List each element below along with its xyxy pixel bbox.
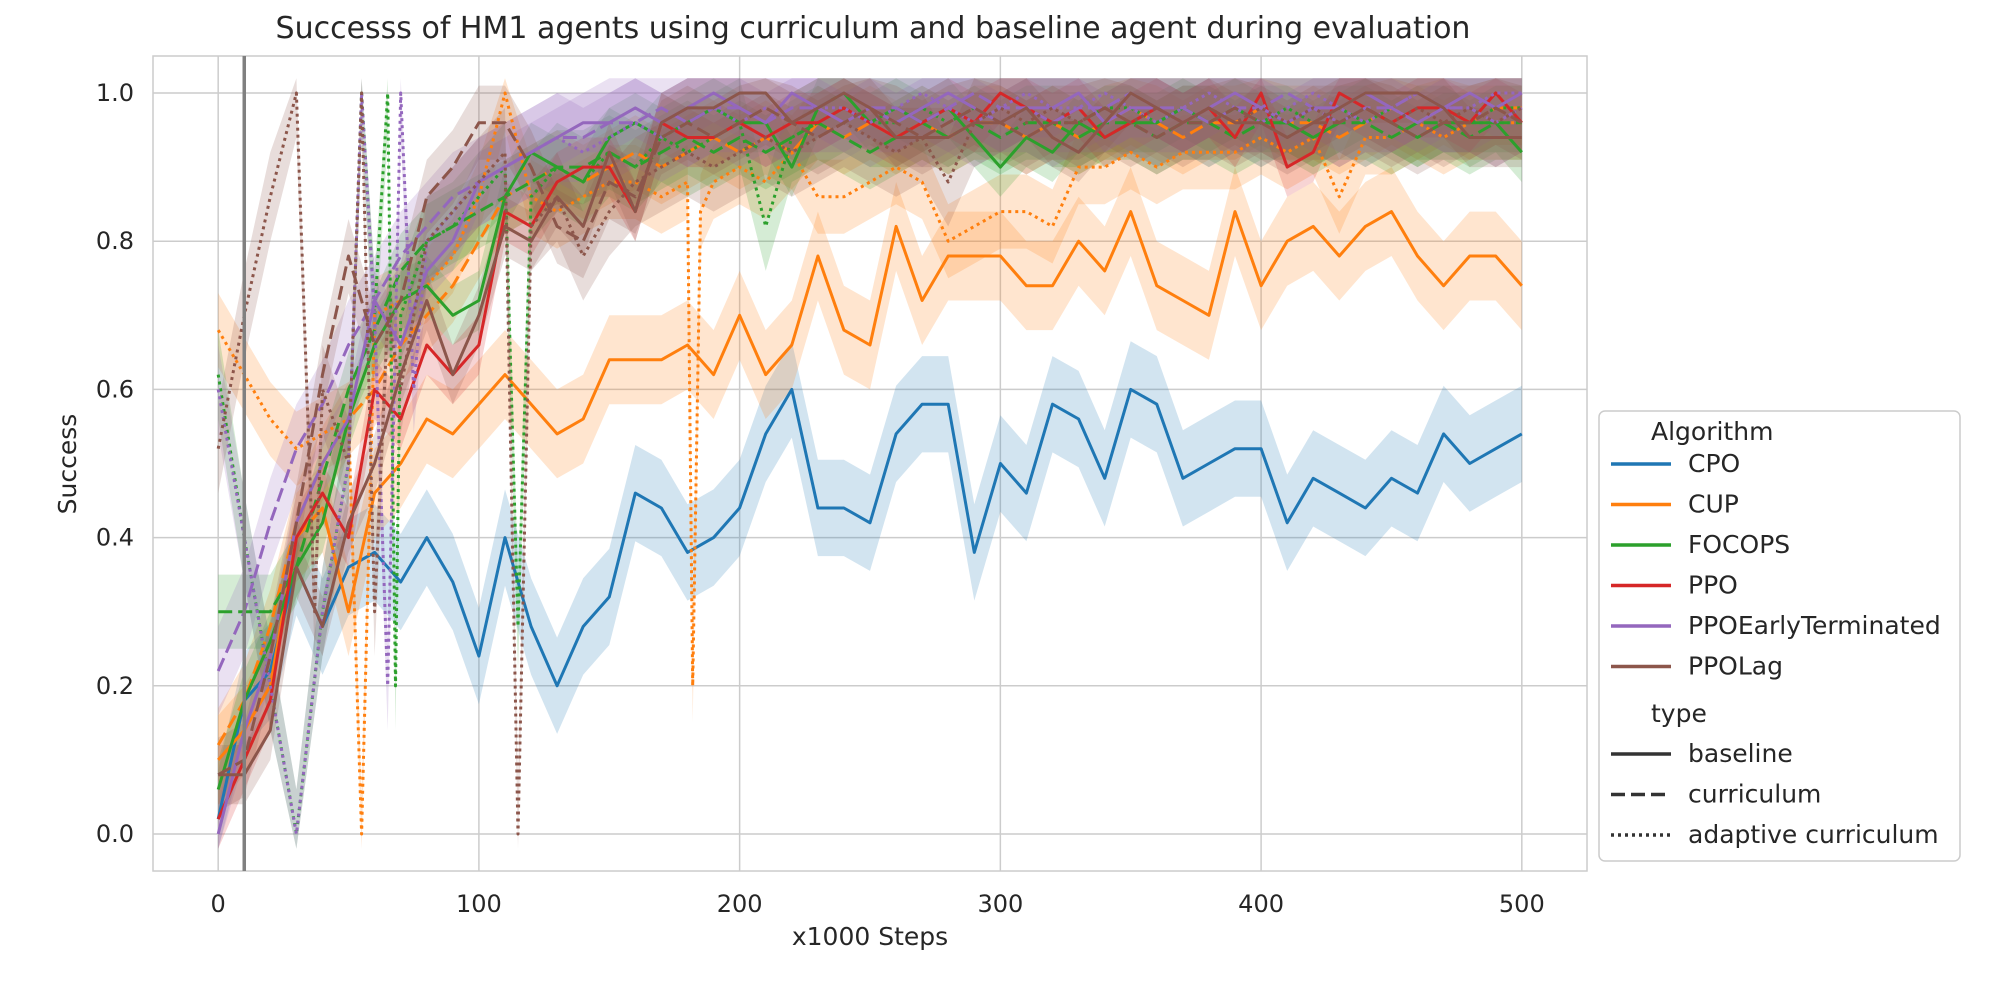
legend-label-cpo: CPO — [1688, 449, 1740, 478]
line-cup-curriculum — [216, 106, 1522, 746]
y-tick-label: 0.6 — [96, 375, 134, 403]
y-tick-label: 1.0 — [96, 79, 134, 107]
line-ppolag-adaptive-curriculum — [216, 91, 1523, 836]
band-cpo-baseline — [218, 341, 1522, 849]
series-lines — [216, 91, 1523, 836]
line-cup-baseline — [217, 210, 1523, 761]
y-tick-label: 0.2 — [96, 672, 134, 700]
line-ppoearlyterminated-adaptive-curriculum — [216, 91, 1522, 836]
y-tick-label: 0.8 — [96, 227, 134, 255]
legend-label-focops: FOCOPS — [1688, 530, 1790, 559]
x-tick-label: 0 — [211, 890, 226, 918]
x-tick-label: 500 — [1499, 890, 1545, 918]
y-axis-title: Success — [53, 414, 82, 515]
legend-algorithm-entries: CPO CUP FOCOPS PPO PPOEarlyTerminated PPOLag — [1611, 449, 1941, 681]
grid-lines — [153, 56, 1587, 871]
line-ppoearlyterminated-curriculum — [216, 91, 1523, 672]
x-tick-label: 100 — [456, 890, 502, 918]
band-ppolag-adaptive-curriculum — [218, 78, 1522, 849]
band-focops-curriculum — [218, 85, 1522, 649]
legend-box — [1598, 410, 1961, 862]
band-cup-adaptive-curriculum — [218, 78, 1522, 849]
y-tick-label: 0.0 — [96, 820, 134, 848]
legend-label-cup: CUP — [1688, 490, 1739, 519]
legend-style-title: type — [1651, 699, 1707, 728]
legend-label-ppo: PPO — [1688, 571, 1738, 600]
line-focops-curriculum — [218, 121, 1522, 614]
plot-area — [152, 55, 1588, 872]
x-tick-label: 300 — [977, 890, 1023, 918]
legend-label-adaptive-curriculum: adaptive curriculum — [1688, 820, 1939, 849]
legend: Algorithm CPO CUP FOCOPS PPO PPOEarlyTermina… — [1598, 410, 1961, 862]
y-tick-label: 0.4 — [96, 524, 134, 552]
band-ppoearlyterminated-curriculum — [218, 78, 1522, 716]
line-ppolag-curriculum — [217, 106, 1523, 777]
legend-label-ppolag: PPOLag — [1688, 652, 1783, 681]
legend-hue-title: Algorithm — [1651, 417, 1773, 446]
x-tick-labels: 0 100 200 300 400 500 — [211, 890, 1545, 918]
line-ppo-baseline — [216, 91, 1523, 820]
legend-label-ppoearlyterminated: PPOEarlyTerminated — [1688, 611, 1941, 640]
legend-label-curriculum: curriculum — [1688, 780, 1821, 809]
y-tick-labels: 0.0 0.2 0.4 0.6 0.8 1.0 — [96, 79, 134, 848]
legend-label-baseline: baseline — [1688, 739, 1793, 768]
band-ppolag-curriculum — [218, 78, 1522, 812]
line-cpo-baseline — [216, 387, 1523, 820]
chart-title: Successs of HM1 agents using curriculum … — [276, 11, 1471, 46]
x-tick-label: 400 — [1238, 890, 1284, 918]
legend-type-entries: baseline curriculum adaptive curriculum — [1611, 739, 1939, 849]
x-tick-label: 200 — [717, 890, 763, 918]
x-axis-title: x1000 Steps — [792, 922, 948, 951]
band-cup-baseline — [218, 167, 1522, 805]
confidence-bands — [218, 78, 1522, 849]
